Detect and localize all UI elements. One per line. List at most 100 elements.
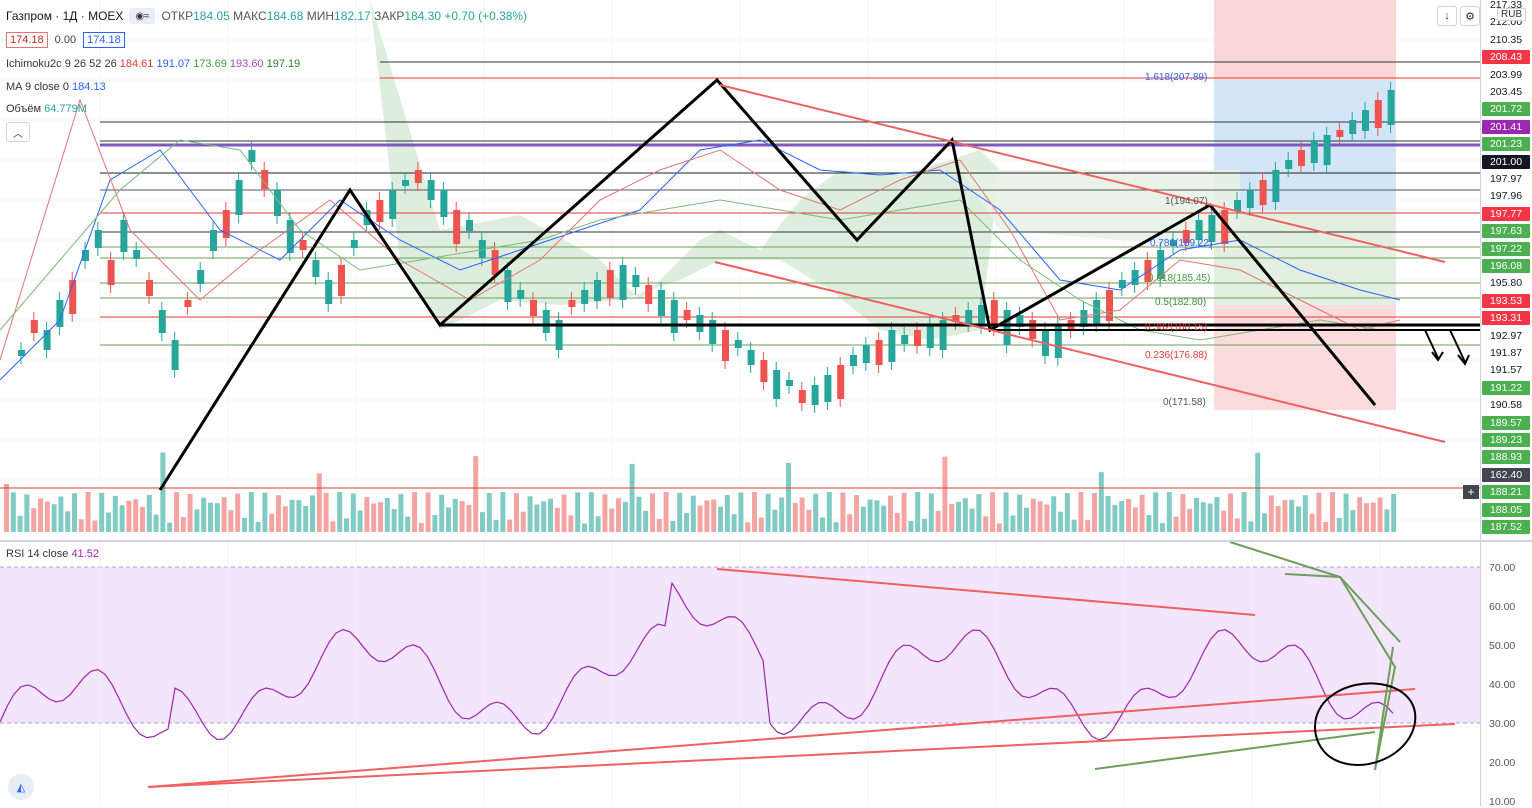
volume-bar <box>561 494 567 532</box>
volume-bar <box>446 507 451 532</box>
scroll-down-icon[interactable]: ↓ <box>1437 6 1457 26</box>
volume-bar <box>228 510 234 532</box>
volume-bar <box>1248 521 1254 532</box>
price-scale-tag: 187.52 <box>1482 520 1530 534</box>
rsi-legend[interactable]: RSI 14 close 41.52 <box>6 548 99 560</box>
candle-body <box>888 330 896 362</box>
tenkan-line <box>0 98 1401 361</box>
volume-legend[interactable]: Объём 64.779M <box>6 103 87 115</box>
volume-bar <box>72 493 77 532</box>
candle-body <box>786 380 793 386</box>
volume-bar <box>677 492 683 532</box>
volume-bar <box>860 506 866 532</box>
candle-body <box>350 240 358 248</box>
candle-body <box>82 250 89 261</box>
volume-bar <box>622 501 628 532</box>
volume-bar <box>609 508 615 532</box>
currency-selector[interactable]: RUB <box>1497 8 1527 21</box>
symbol-title[interactable]: Газпром · 1Д · MOEX <box>6 9 124 23</box>
price-scale-tag: 197.97 <box>1489 173 1523 185</box>
volume-bar <box>323 492 329 532</box>
volume-bar <box>901 492 907 532</box>
price-chart-canvas[interactable] <box>0 0 1480 540</box>
volume-bar <box>174 492 179 532</box>
settings-gear-icon[interactable]: ⚙ <box>1460 6 1480 26</box>
volume-bar <box>541 501 547 532</box>
price-scale-tag: 203.99 <box>1489 68 1523 81</box>
volume-bar <box>1010 515 1016 532</box>
rsi-scale-tag: 50.00 <box>1489 640 1516 652</box>
ichimoku-legend[interactable]: Ichimoku2c 9 26 52 26 184.61 191.07 173.… <box>6 58 301 70</box>
rsi-chart-canvas[interactable] <box>0 542 1480 807</box>
volume-bar <box>758 517 764 532</box>
volume-bar <box>820 517 825 532</box>
tradingview-logo-icon[interactable]: ◭ <box>8 774 34 800</box>
volume-bar <box>738 492 744 532</box>
rsi-axis[interactable]: 70.00 60.00 50.00 40.00 30.00 20.00 10.00 <box>1480 542 1532 808</box>
volume-bar <box>554 507 560 532</box>
price-scale-tag: 191.57 <box>1489 364 1523 377</box>
candle-body <box>466 220 473 231</box>
volume-bar <box>996 523 1002 532</box>
volume-bar <box>1098 472 1104 532</box>
price-chart-pane[interactable]: Газпром · 1Д · MOEX ◉≈ ОТКР184.05 МАКС18… <box>0 0 1480 540</box>
volume-bar <box>412 492 417 532</box>
volume-bar <box>1085 520 1091 532</box>
volume-bar <box>595 516 601 532</box>
volume-bar <box>1309 513 1315 532</box>
volume-bar <box>1214 496 1220 532</box>
candle-body <box>914 330 921 346</box>
volume-bar <box>439 494 445 532</box>
rsi-scale-tag: 30.00 <box>1489 718 1516 730</box>
buy-price-button[interactable]: 174.18 <box>83 32 125 48</box>
collapse-legend-icon[interactable]: ︿ <box>6 122 30 142</box>
fib-label-0382: 0.382(180.15) <box>1145 322 1208 333</box>
volume-bar <box>534 504 540 532</box>
pattern-line <box>158 77 1377 491</box>
volume-bar <box>201 497 207 532</box>
add-alert-plus-icon[interactable]: + <box>1463 485 1479 499</box>
volume-bar <box>1051 496 1057 532</box>
visibility-eye-icon[interactable]: ◉≈ <box>129 8 156 24</box>
candle-body <box>491 250 499 275</box>
volume-bar <box>690 495 696 532</box>
volume-bar <box>153 514 159 532</box>
volume-bar <box>133 499 139 532</box>
candle-body <box>555 320 563 350</box>
volume-bar <box>405 516 411 532</box>
price-scale-tag: 201.00 <box>1482 154 1530 169</box>
rsi-pane[interactable]: RSI 14 close 41.52 ◭ <box>0 542 1480 807</box>
volume-bar <box>316 473 322 532</box>
price-scale-tag: 197.63 <box>1482 224 1530 239</box>
price-scale-tag: 192.97 <box>1489 329 1523 342</box>
candle-body <box>517 290 525 299</box>
candle-body <box>274 190 281 216</box>
price-scale-tag: 197.77 <box>1482 206 1530 221</box>
volume-bar <box>928 493 934 532</box>
candle-body <box>30 320 38 333</box>
fib-label-0236: 0.236(176.88) <box>1145 350 1208 361</box>
volume-bar <box>1132 507 1138 532</box>
fib-label-05: 0.5(182.80) <box>1155 297 1207 308</box>
candle-body <box>1170 240 1177 246</box>
candle-body <box>1374 100 1382 128</box>
pane-separator[interactable] <box>0 540 1532 542</box>
volume-bar <box>520 511 526 532</box>
volume-bar <box>806 509 812 532</box>
volume-bar <box>711 499 717 532</box>
price-axis[interactable]: 217.33 212.00 210.35 208.43 203.99 203.45 201.… <box>1480 0 1532 540</box>
volume-bar <box>1146 515 1152 532</box>
volume-bar <box>330 521 336 532</box>
volume-bar <box>1221 510 1227 532</box>
candle-body <box>261 170 269 189</box>
candle-body <box>606 270 614 298</box>
fib-label-0786: 0.786(189.22) <box>1150 238 1213 249</box>
volume-bar <box>847 514 853 532</box>
candle-body <box>325 280 333 304</box>
ma-legend[interactable]: MA 9 close 0 184.13 <box>6 81 106 93</box>
candle-body <box>1118 280 1126 288</box>
sell-price-button[interactable]: 174.18 <box>6 32 48 48</box>
volume-bar <box>425 492 431 532</box>
volume-bar <box>4 484 9 532</box>
volume-bar <box>507 519 513 532</box>
